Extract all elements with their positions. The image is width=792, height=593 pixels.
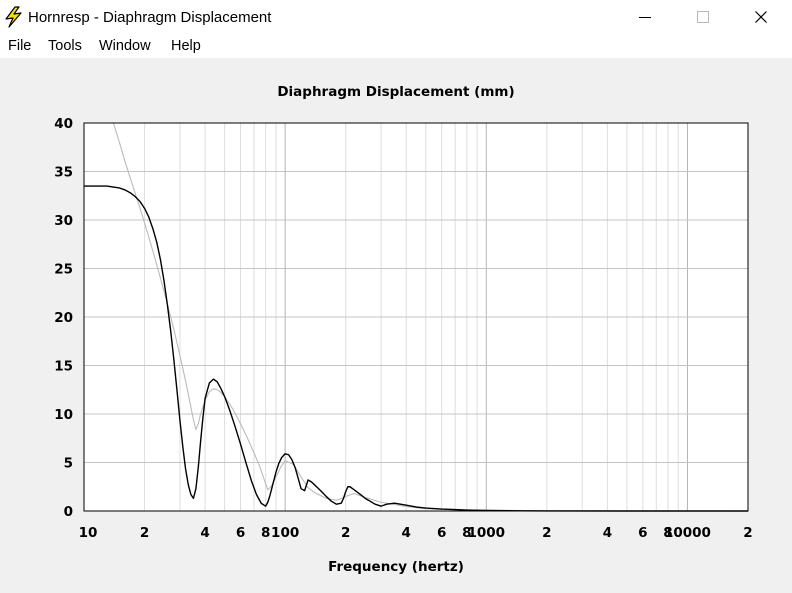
x-tick-label: 6 bbox=[236, 525, 245, 541]
grid bbox=[84, 123, 748, 511]
series-line-secondary bbox=[112, 122, 749, 512]
chart-title: Diaphragm Displacement (mm) bbox=[277, 84, 514, 100]
x-tick-label: 10000 bbox=[664, 525, 711, 541]
x-tick-label: 4 bbox=[402, 525, 411, 541]
series-line-primary bbox=[84, 185, 748, 512]
x-tick-label: 10 bbox=[79, 525, 98, 541]
minimize-icon bbox=[639, 17, 651, 18]
lightning-bolt-icon bbox=[4, 6, 24, 28]
menu-file[interactable]: File bbox=[8, 38, 32, 54]
x-tick-label: 1000 bbox=[468, 525, 506, 541]
window-title: Hornresp - Diaphragm Displacement bbox=[28, 9, 272, 26]
menu-window[interactable]: Window bbox=[99, 38, 151, 54]
maximize-icon bbox=[697, 11, 709, 23]
y-tick-label: 15 bbox=[54, 359, 73, 375]
close-button[interactable] bbox=[732, 0, 790, 34]
title-bar: Hornresp - Diaphragm Displacement bbox=[0, 0, 792, 34]
menu-bar: File Tools Window Help bbox=[0, 34, 792, 58]
x-tick-label: 2 bbox=[341, 525, 350, 541]
x-axis-label: Frequency (hertz) bbox=[328, 559, 464, 575]
y-tick-label: 40 bbox=[54, 116, 73, 132]
x-tick-label: 4 bbox=[200, 525, 209, 541]
x-tick-label: 2 bbox=[542, 525, 551, 541]
menu-help[interactable]: Help bbox=[171, 38, 201, 54]
displacement-chart: Diaphragm Displacement (mm) Frequency (h… bbox=[54, 84, 753, 575]
y-axis-ticks: 0 5 10 15 20 25 30 35 40 bbox=[54, 116, 73, 520]
menu-tools[interactable]: Tools bbox=[48, 38, 82, 54]
x-tick-label: 8 bbox=[462, 525, 471, 541]
y-tick-label: 30 bbox=[54, 213, 73, 229]
x-tick-label: 2 bbox=[140, 525, 149, 541]
plot-frame bbox=[83, 122, 749, 512]
close-icon bbox=[755, 11, 767, 23]
x-tick-label: 4 bbox=[603, 525, 612, 541]
y-tick-label: 0 bbox=[64, 504, 73, 520]
x-tick-label: 6 bbox=[638, 525, 647, 541]
x-tick-label: 8 bbox=[261, 525, 270, 541]
x-tick-label: 100 bbox=[271, 525, 299, 541]
x-tick-label: 2 bbox=[743, 525, 752, 541]
minimize-button[interactable] bbox=[616, 0, 674, 34]
x-tick-label: 8 bbox=[663, 525, 672, 541]
y-tick-label: 5 bbox=[64, 456, 73, 472]
y-tick-label: 20 bbox=[54, 310, 73, 326]
series-layer bbox=[84, 122, 749, 512]
chart-area: Diaphragm Displacement (mm) Frequency (h… bbox=[0, 58, 792, 593]
y-tick-label: 10 bbox=[54, 407, 73, 423]
maximize-button[interactable] bbox=[674, 0, 732, 34]
y-tick-label: 25 bbox=[54, 262, 73, 278]
x-tick-label: 6 bbox=[437, 525, 446, 541]
y-tick-label: 35 bbox=[54, 165, 73, 181]
